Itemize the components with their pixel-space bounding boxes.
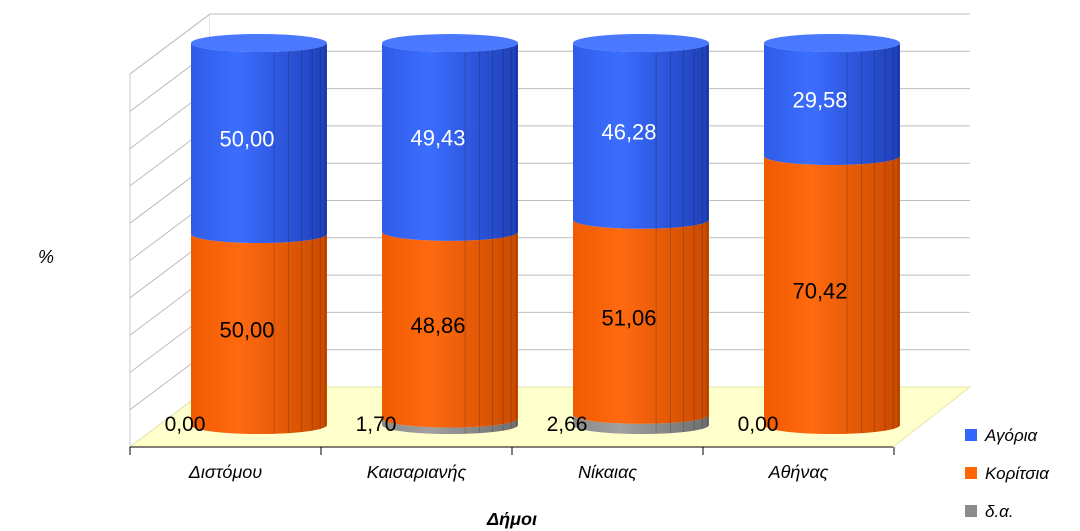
bar-segment [764,155,900,434]
bar-top-cap [191,34,327,52]
data-label: 51,06 [601,305,656,330]
legend-label: Αγόρια [984,426,1039,445]
x-tick-label: Νίκαιας [578,462,637,482]
data-label: 2,66 [547,413,588,436]
data-label: 49,43 [410,125,465,150]
x-axis-label: Δήμοι [486,509,537,529]
bar-stack [573,34,709,434]
bar-segment [573,414,709,434]
x-tick-label: Διστόμου [188,462,263,482]
x-axis: Διστόμου Καισαριανής Νίκαιας Αθήνας [129,446,895,482]
gridline-side [129,13,211,75]
legend-swatch [965,505,977,517]
data-label: 46,28 [601,119,656,144]
data-label: 50,00 [219,127,274,152]
data-label: 48,86 [410,313,465,338]
data-label: 1,70 [356,413,397,436]
bar-segment [191,43,327,243]
data-label: 70,42 [792,278,847,303]
x-tick-label: Καισαριανής [367,462,467,482]
bar-stack [764,34,900,434]
legend: Αγόρια Κορίτσια δ.α. [965,426,1050,521]
bar-top-cap [764,34,900,52]
legend-label: δ.α. [985,502,1014,521]
data-label: 0,00 [165,413,206,436]
legend-label: Κορίτσια [985,464,1050,483]
data-label: 0,00 [738,413,779,436]
bar-top-cap [382,34,518,53]
bar-segment [573,43,709,229]
data-label: 50,00 [219,318,274,343]
x-tick-label: Αθήνας [768,462,829,482]
data-labels: 0,00 50,00 50,00 1,70 48,86 49,43 2,66 51,06 46,… [165,87,848,436]
bar-stack [382,34,518,434]
data-label: 29,58 [792,87,847,112]
bar-segment [382,43,518,241]
y-axis-label: % [38,247,54,267]
plot-area [191,34,900,434]
bar-top-cap [573,34,709,52]
bar-segment [573,219,709,424]
legend-swatch [965,467,977,479]
bar-segment [382,231,518,428]
bar-segment [382,418,518,434]
bar-segment [764,43,900,165]
bar-segment [191,234,327,434]
bar-stack [191,34,327,434]
legend-swatch [965,429,977,441]
